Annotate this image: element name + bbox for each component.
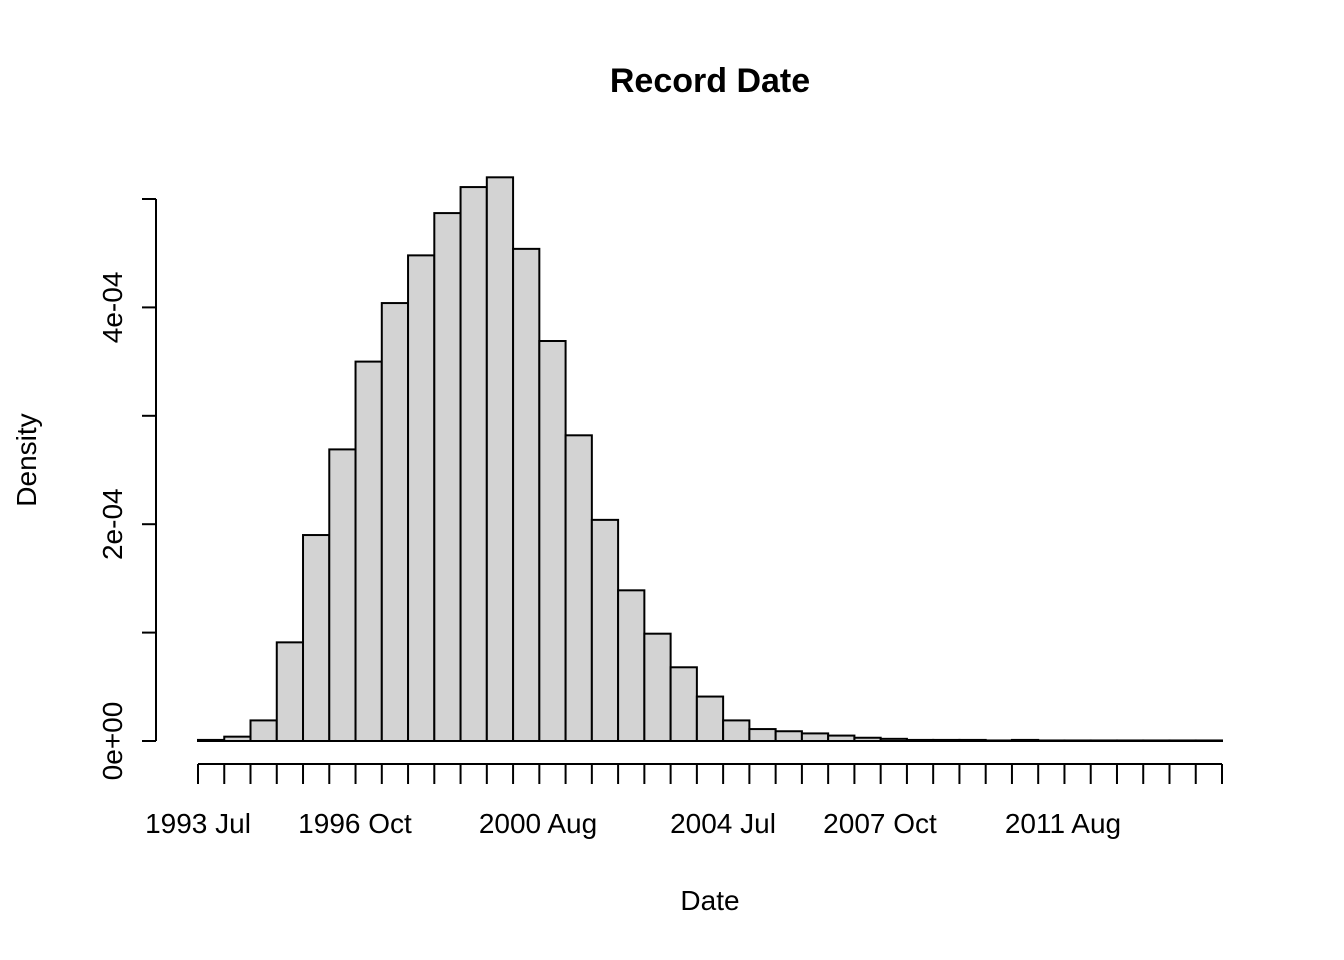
- y-tick-label: 4e-04: [97, 272, 128, 344]
- histogram-bar: [1168, 739, 1197, 743]
- histogram-bar: [512, 247, 541, 742]
- histogram-bar: [932, 738, 961, 743]
- x-tick-label: 2007 Oct: [823, 808, 937, 839]
- histogram-bar: [197, 738, 226, 743]
- histogram-bar: [800, 732, 830, 742]
- x-tick-label: 1996 Oct: [298, 808, 412, 839]
- histogram-bar: [1037, 739, 1066, 743]
- histogram-bar: [1089, 739, 1118, 743]
- x-tick-label: 1993 Jul: [145, 808, 251, 839]
- histogram-bar: [1142, 739, 1171, 743]
- histogram-bar: [879, 737, 908, 742]
- y-tick-label: 0e+00: [97, 702, 128, 781]
- bars-group: [197, 176, 1223, 743]
- y-axis: 0e+00 2e-04 4e-04: [97, 198, 157, 781]
- histogram-bar: [433, 212, 462, 743]
- histogram-bar: [748, 728, 777, 742]
- histogram-bar: [407, 254, 436, 742]
- histogram-bar: [459, 186, 488, 743]
- x-axis-label: Date: [680, 885, 739, 916]
- histogram-bar: [223, 735, 252, 743]
- histogram-bar: [853, 736, 882, 742]
- histogram-bar: [564, 434, 593, 742]
- histogram-bar: [249, 719, 278, 742]
- histogram-bar: [485, 176, 515, 742]
- y-tick-label: 2e-04: [97, 488, 128, 560]
- histogram-bar: [538, 340, 567, 742]
- histogram-bar: [328, 448, 357, 742]
- x-tick-label: 2011 Aug: [1005, 808, 1121, 839]
- histogram-bar: [722, 719, 751, 742]
- x-axis: 1993 Jul 1996 Oct 2000 Aug 2004 Jul 2007 Oct…: [145, 763, 1223, 839]
- histogram-bar: [1194, 739, 1223, 743]
- y-axis-label: Density: [11, 413, 42, 506]
- histogram-bar: [827, 734, 856, 743]
- histogram-bar: [695, 695, 725, 743]
- histogram-bar: [380, 302, 410, 742]
- chart-title: Record Date: [610, 62, 810, 100]
- histogram-bar: [643, 632, 672, 743]
- histogram-bar: [958, 738, 987, 743]
- histogram-bar: [669, 666, 698, 743]
- histogram-bar: [354, 360, 383, 742]
- histogram-bar: [984, 739, 1013, 743]
- histogram-bar: [1063, 739, 1092, 743]
- histogram-bar: [275, 641, 305, 743]
- histogram-bar: [1010, 738, 1040, 743]
- x-tick-label: 2000 Aug: [479, 808, 597, 839]
- histogram-bar: [774, 730, 803, 743]
- x-tick-label: 2004 Jul: [670, 808, 776, 839]
- histogram-bar: [590, 518, 620, 743]
- histogram-bar: [302, 534, 331, 742]
- histogram-bar: [905, 738, 935, 743]
- histogram-bar: [617, 589, 646, 742]
- histogram-bar: [1115, 739, 1145, 743]
